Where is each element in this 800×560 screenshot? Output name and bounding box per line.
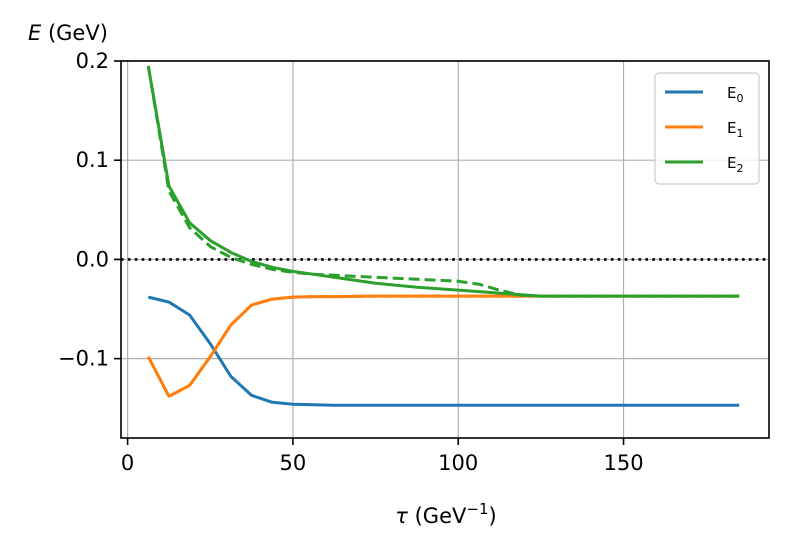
- legend-label-2: E2: [727, 154, 743, 175]
- y-tick-label-2: 0.0: [76, 247, 109, 271]
- legend-label-1: E1: [727, 119, 743, 140]
- legend-label-0: E0: [727, 84, 743, 105]
- series-group: [146, 65, 740, 407]
- legend: E0 E1 E2: [654, 72, 760, 185]
- x-tick-label-1: 50: [280, 451, 307, 475]
- legend-frame: [654, 72, 760, 185]
- plot-frame: [120, 60, 770, 439]
- series-line-3: [146, 65, 740, 298]
- y-tick-label-1: 0.1: [76, 148, 109, 172]
- x-tick-label-0: 0: [121, 451, 134, 475]
- y-tick-label-3: −0.1: [58, 347, 109, 371]
- x-tick-label-2: 100: [438, 451, 478, 475]
- y-axis-label: E (GeV): [28, 21, 108, 45]
- series-line-4: [146, 65, 740, 298]
- series-line-0: [147, 295, 740, 407]
- x-tick-label-3: 150: [603, 451, 643, 475]
- y-tick-label-0: 0.2: [76, 49, 109, 73]
- ticks: 0 50 100 150 0.2 0.1 0.0 −0.1: [58, 49, 644, 475]
- x-axis-label: τ (GeV−1): [395, 500, 496, 528]
